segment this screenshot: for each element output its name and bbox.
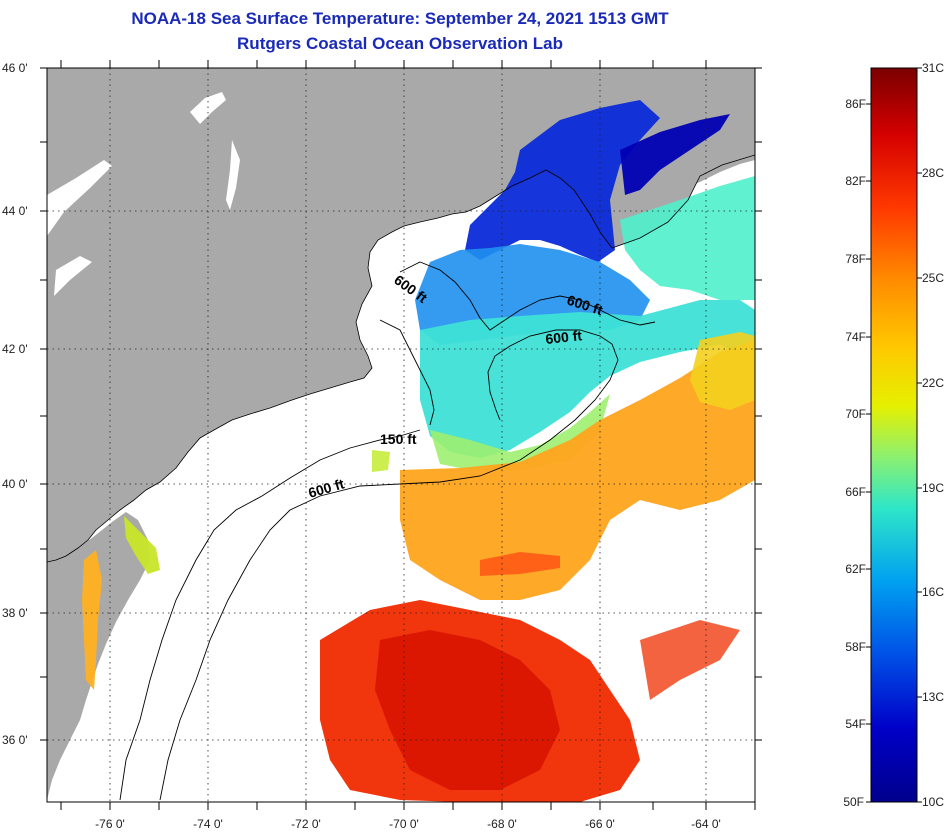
colorbar-f-label: 62F: [845, 562, 866, 576]
contour-label-georges-bank: 600 ft: [545, 327, 583, 347]
colorbar-c-label: 22C: [922, 376, 944, 390]
lat-label: 36 0': [2, 733, 28, 747]
lon-label: -76 0': [95, 817, 125, 831]
sst-warm-filament: [480, 552, 560, 576]
contour-inner-shelf: [119, 429, 421, 801]
map-frame: [46, 67, 756, 803]
sst-gulf-stream-core: [375, 630, 560, 790]
colorbar-c-label: 16C: [922, 585, 944, 599]
lon-label: -72 0': [291, 817, 321, 831]
latitude-labels: 46 0' 44 0' 42 0' 40 0' 38 0' 36 0': [2, 61, 28, 747]
chart-subtitle: Rutgers Coastal Ocean Observation Lab: [237, 34, 563, 53]
lon-label: -68 0': [487, 817, 517, 831]
sst-delaware-bay: [124, 516, 160, 574]
sst-scattered-red: [640, 620, 740, 700]
colorbar-f-label: 50F: [843, 795, 864, 809]
sst-chesapeake-bay: [82, 550, 102, 690]
coastline: [47, 154, 755, 563]
sst-east-yellow-patch: [690, 332, 755, 410]
lat-label: 38 0': [2, 606, 28, 620]
sst-nj-shore-green: [372, 450, 390, 472]
longitude-labels: -76 0' -74 0' -72 0' -70 0' -68 0' -66 0…: [95, 817, 721, 831]
colorbar-f-label: 82F: [845, 174, 866, 188]
contour-gulf-maine-2: [379, 319, 435, 426]
colorbar: 86F 82F 78F 74F 70F 66F 62F 58F 54F 50F …: [843, 61, 944, 809]
lon-label: -74 0': [193, 817, 223, 831]
colorbar-c-label: 28C: [922, 166, 944, 180]
colorbar-gradient: [870, 67, 918, 803]
lon-label: -64 0': [691, 817, 721, 831]
axis-ticks: [40, 60, 762, 810]
sst-bay-of-fundy: [620, 114, 730, 195]
colorbar-f-label: 78F: [845, 252, 866, 266]
lat-label: 42 0': [2, 342, 28, 356]
inland-lakes: [47, 92, 240, 296]
colorbar-f-label: 58F: [845, 640, 866, 654]
land-southern-va: [47, 686, 86, 800]
lon-label: -70 0': [389, 817, 419, 831]
sst-scotian-shelf-cyan: [620, 176, 755, 300]
graticule: [47, 68, 755, 802]
chart-title: NOAA-18 Sea Surface Temperature: Septemb…: [131, 9, 669, 28]
contour-label-nantucket-shoals: 150 ft: [380, 431, 417, 447]
colorbar-f-label: 86F: [845, 97, 866, 111]
lat-label: 40 0': [2, 477, 28, 491]
sst-georges-bank-cyan: [420, 300, 755, 458]
land-nova-scotia: [690, 150, 755, 186]
sst-gulf-of-maine-cold: [465, 100, 660, 262]
colorbar-f-label: 70F: [845, 407, 866, 421]
colorbar-f-label: 74F: [845, 330, 866, 344]
colorbar-f-label: 54F: [845, 717, 866, 731]
colorbar-f-label: 66F: [845, 485, 866, 499]
contour-shelf-break: [159, 329, 619, 801]
colorbar-c-label: 10C: [922, 795, 944, 809]
lat-label: 46 0': [2, 61, 28, 75]
lat-label: 44 0': [2, 204, 28, 218]
sst-slope-orange: [400, 340, 755, 600]
colorbar-c-label: 13C: [922, 690, 944, 704]
contour-gulf-maine: [399, 261, 656, 331]
bathymetry-contours: [119, 261, 656, 801]
colorbar-c-label: 31C: [922, 61, 944, 75]
colorbar-c-label: 25C: [922, 271, 944, 285]
lon-label: -66 0': [585, 817, 615, 831]
map-plot-area: 600 ft 600 ft 600 ft 150 ft 600 ft: [47, 68, 755, 802]
colorbar-c-label: 19C: [922, 481, 944, 495]
